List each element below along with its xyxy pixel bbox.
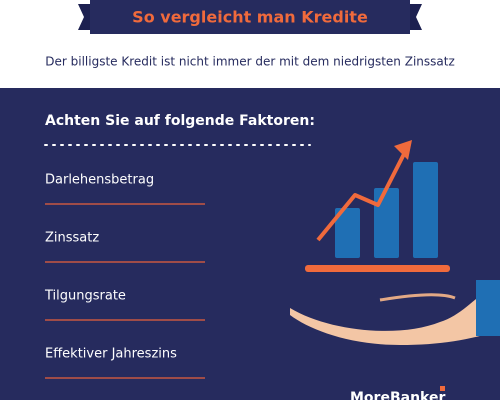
illustration-base — [305, 265, 450, 272]
illustration-bar — [335, 208, 360, 258]
title: So vergleicht man Kredite — [132, 8, 368, 27]
logo: MoreBanker — [350, 390, 445, 400]
ribbon-end — [408, 4, 422, 30]
subtitle: Der billigste Kredit ist nicht immer der… — [45, 55, 455, 69]
factor-item: Tilgungsrate — [44, 289, 126, 304]
illustration-bar — [374, 188, 399, 258]
sleeve — [476, 280, 500, 336]
illustration-bar — [413, 162, 438, 258]
trend-arrow — [316, 151, 407, 242]
factor-item: Effektiver Jahreszins — [45, 347, 177, 362]
hand — [290, 286, 500, 345]
arrow-head — [394, 140, 412, 160]
factor-item: Zinssatz — [45, 231, 99, 246]
title-banner — [90, 0, 410, 34]
hand-thumb — [379, 293, 456, 302]
factor-list: Darlehensbetrag Zinssatz Tilgungsrate Effek… — [44, 173, 205, 379]
ribbon-end — [78, 4, 92, 30]
section-heading: Achten Sie auf folgende Faktoren: — [45, 113, 315, 129]
factor-item: Darlehensbetrag — [45, 173, 154, 188]
logo-mark — [440, 386, 445, 391]
